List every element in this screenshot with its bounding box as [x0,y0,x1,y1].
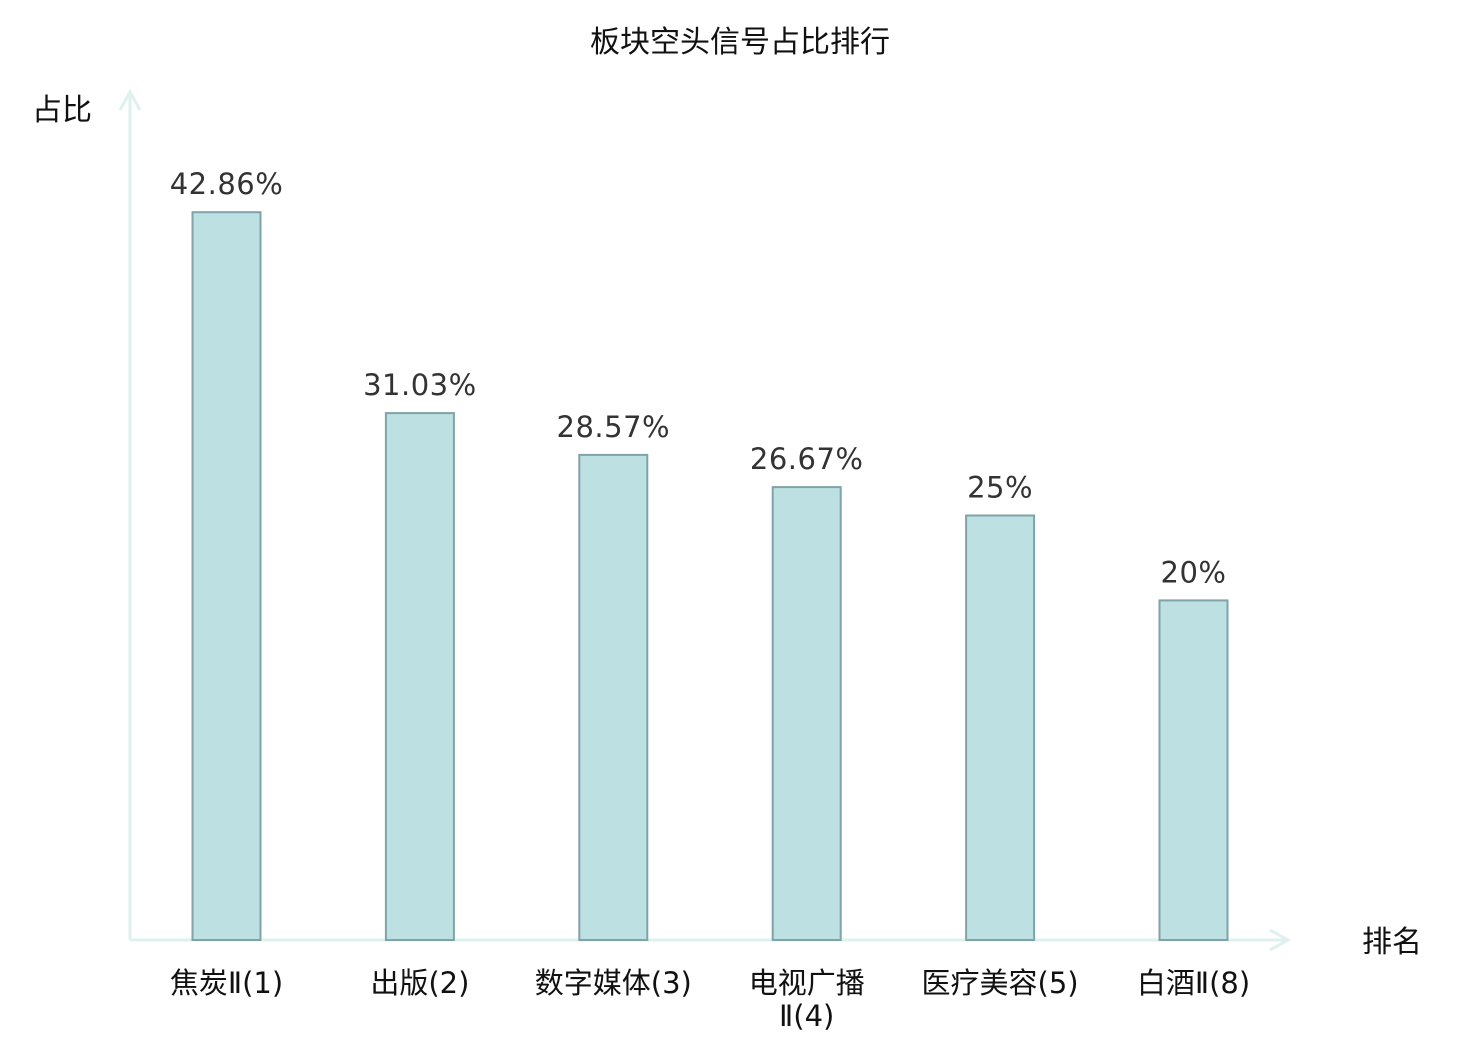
category-label-line: 白酒Ⅱ(8) [1137,966,1250,1000]
bar-4 [771,486,842,941]
bar-1 [191,211,262,941]
value-label-4: 26.67% [750,442,864,476]
y-axis-label: 占比 [32,93,92,128]
category-label-line: 焦炭Ⅱ(1) [170,966,283,1000]
bar-5 [965,514,1036,941]
category-label-6: 白酒Ⅱ(8) [1137,966,1250,1000]
value-label-6: 20% [1161,555,1227,589]
bar-6 [1158,599,1229,942]
bars-group [191,211,1229,942]
category-label-1: 焦炭Ⅱ(1) [170,966,283,1000]
category-label-line: 出版(2) [370,966,469,1000]
x-axis-label: 排名 [1362,925,1422,960]
value-label-2: 31.03% [363,368,477,402]
bar-3 [578,453,649,941]
value-label-3: 28.57% [557,410,671,444]
value-label-5: 25% [967,471,1033,505]
category-label-line: 电视广播 [749,966,865,1000]
category-label-line: Ⅱ(4) [779,999,834,1033]
category-label-4: 电视广播 Ⅱ(4) [749,966,865,1033]
category-label-line: 医疗美容(5) [922,966,1079,1000]
y-axis-arrow [118,88,142,111]
category-label-3: 数字媒体(3) [535,966,692,1000]
category-label-5: 医疗美容(5) [922,966,1079,1000]
chart-title: 板块空头信号占比排行 [590,25,890,60]
category-label-2: 出版(2) [370,966,469,1000]
value-labels-group: 42.86% 31.03% 28.57% 26.67% 25% 20% [170,167,1227,589]
bar-2 [384,412,455,942]
category-label-line: 数字媒体(3) [535,966,692,1000]
x-axis-arrow [1269,928,1292,952]
category-labels-group: 焦炭Ⅱ(1) 出版(2) 数字媒体(3) 电视广播 Ⅱ(4) 医疗美容(5) 白酒Ⅱ(8) [170,966,1250,1033]
value-label-1: 42.86% [170,167,284,201]
